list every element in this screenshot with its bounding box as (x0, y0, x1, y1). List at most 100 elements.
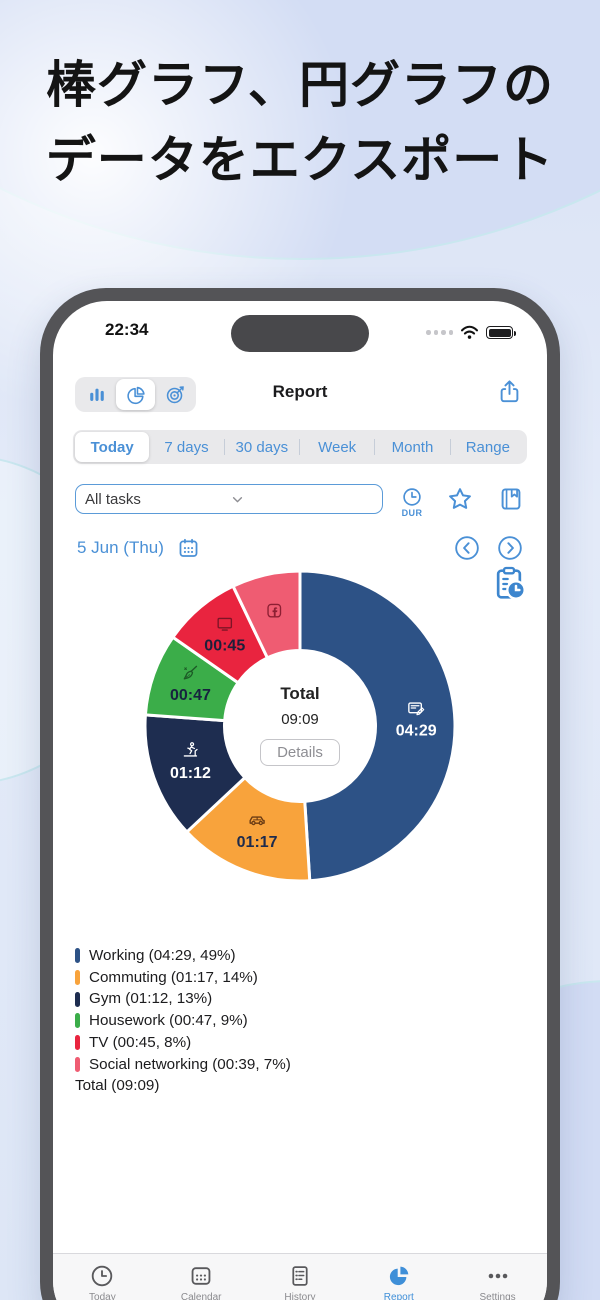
facebook-icon (267, 603, 282, 618)
range-tab-range[interactable]: Range (465, 438, 510, 456)
range-tabs: Today 7 days 30 days Week Month Range (73, 430, 527, 464)
tab-label: History (284, 1292, 316, 1300)
phone-frame: 22:34 Report Today 7 days 30 days Week Month… (40, 288, 560, 1300)
legend-item: Housework (00:47, 9%) (75, 1010, 291, 1032)
pie-chart-icon (125, 384, 147, 406)
hero-title-line2: データをエクスポート (45, 132, 555, 188)
donut-slice-working[interactable] (298, 569, 457, 883)
phone-screen: 22:34 Report Today 7 days 30 days Week Month… (53, 301, 547, 1300)
history-icon (287, 1263, 313, 1289)
range-tab-7-days[interactable]: 7 days (164, 438, 209, 456)
target-icon (164, 384, 186, 406)
legend-label: Working (04:29, 49%) (89, 947, 236, 964)
clock-nav-icon (89, 1263, 115, 1289)
donut-chart-svg[interactable]: 04:29 01:17 01:12 00:47 00:45 (135, 562, 465, 892)
chevron-down-icon (229, 491, 373, 508)
previous-day-button[interactable] (454, 535, 480, 561)
chart-center: Total 09:09 Details (225, 684, 375, 766)
page-title: Report (272, 382, 328, 401)
task-filter-value: All tasks (85, 490, 141, 508)
tab-label: Settings (479, 1292, 516, 1300)
tab-divider (374, 439, 376, 455)
status-time: 22:34 (105, 320, 149, 339)
tv-icon (217, 617, 233, 631)
next-day-button[interactable] (497, 535, 523, 561)
range-tab-month[interactable]: Month (391, 438, 434, 456)
status-icons (426, 325, 516, 340)
total-label: Total (280, 684, 320, 703)
chart-mode-switcher (75, 377, 196, 412)
legend-marker (75, 1013, 80, 1029)
battery-icon (486, 326, 516, 339)
cellular-signal-icon (426, 330, 453, 335)
legend-item: Gym (01:12, 13%) (75, 988, 291, 1010)
status-bar: 22:34 (53, 301, 547, 361)
clipboard-clock-button[interactable] (489, 563, 529, 608)
tab-calendar[interactable]: Calendar (152, 1263, 251, 1300)
legend-label: Housework (00:47, 9%) (89, 1012, 248, 1030)
legend-marker (75, 970, 80, 986)
donut-slice-social-networking[interactable] (231, 569, 302, 660)
duration-mode-button[interactable]: DUR (401, 486, 423, 518)
tab-divider (298, 439, 300, 455)
range-tab-week[interactable]: Week (318, 438, 357, 456)
tab-divider (223, 439, 225, 455)
filter-row: All tasks DUR (75, 480, 525, 518)
task-filter-select[interactable]: All tasks (75, 484, 383, 514)
legend-marker (75, 991, 80, 1007)
slice-time-label: 01:12 (170, 765, 211, 782)
legend-label: TV (00:45, 8%) (89, 1033, 192, 1051)
tab-today[interactable]: Today (53, 1263, 152, 1300)
hero-title: 棒グラフ、円グラフの データをエクスポート (0, 48, 600, 198)
total-value: 09:09 (281, 711, 319, 728)
tab-label: Calendar (180, 1292, 222, 1300)
tab-report[interactable]: Report (349, 1263, 448, 1300)
report-toolbar: Report (53, 375, 547, 417)
clock-icon (401, 486, 423, 508)
legend-marker (75, 948, 80, 964)
slice-time-label: 01:17 (237, 834, 278, 851)
range-tab-30-days[interactable]: 30 days (235, 438, 289, 456)
wifi-icon (460, 325, 479, 340)
calendar-nav-icon (188, 1263, 214, 1289)
legend-label: Social networking (00:39, 7%) (89, 1055, 291, 1073)
legend-label: Commuting (01:17, 14%) (89, 968, 258, 986)
saved-reports-button[interactable] (497, 485, 525, 513)
legend-label: Gym (01:12, 13%) (89, 990, 213, 1008)
details-button[interactable]: Details (260, 739, 340, 766)
tab-label: Report (383, 1292, 414, 1300)
ellipsis-icon (485, 1263, 511, 1289)
document-edit-icon (408, 702, 425, 716)
legend-item: Working (04:29, 49%) (75, 945, 291, 967)
legend-total: Total (09:09) (75, 1077, 160, 1095)
legend-item: Commuting (01:17, 14%) (75, 967, 291, 989)
slice-time-label: 00:45 (204, 637, 245, 654)
treadmill-icon (183, 742, 198, 757)
bottom-tab-bar: Today Calendar History Report Settings (53, 1253, 547, 1300)
chart-mode-button-bar-chart[interactable] (77, 379, 116, 410)
bar-chart-icon (86, 384, 108, 406)
tab-divider (449, 439, 451, 455)
duration-label: DUR (401, 508, 423, 518)
slice-time-label: 04:29 (396, 722, 437, 739)
legend-marker (75, 1035, 80, 1051)
tab-label: Today (89, 1292, 116, 1300)
dynamic-island (231, 315, 369, 352)
car-icon (249, 816, 265, 826)
tab-history[interactable]: History (251, 1263, 350, 1300)
date-label[interactable]: 5 Jun (Thu) (77, 538, 164, 557)
chart-mode-button-pie-chart[interactable] (116, 379, 155, 410)
favorites-button[interactable] (446, 485, 474, 513)
slice-time-label: 00:47 (170, 687, 211, 704)
range-tab-today[interactable]: Today (75, 432, 150, 462)
chart-legend: Working (04:29, 49%) Commuting (01:17, 14… (75, 945, 291, 1097)
hero-title-line1: 棒グラフ、円グラフの (46, 57, 554, 113)
tab-settings[interactable]: Settings (448, 1263, 547, 1300)
calendar-icon[interactable] (176, 536, 201, 561)
report-pie-icon (386, 1263, 412, 1289)
broom-icon (183, 665, 198, 680)
date-nav-row: 5 Jun (Thu) (77, 535, 523, 561)
share-button[interactable] (496, 378, 523, 410)
legend-item: Social networking (00:39, 7%) (75, 1054, 291, 1076)
chart-mode-button-target[interactable] (155, 379, 194, 410)
